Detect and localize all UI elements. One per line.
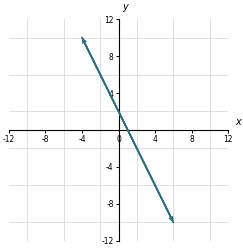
- Text: x: x: [235, 117, 241, 127]
- Text: y: y: [122, 2, 128, 12]
